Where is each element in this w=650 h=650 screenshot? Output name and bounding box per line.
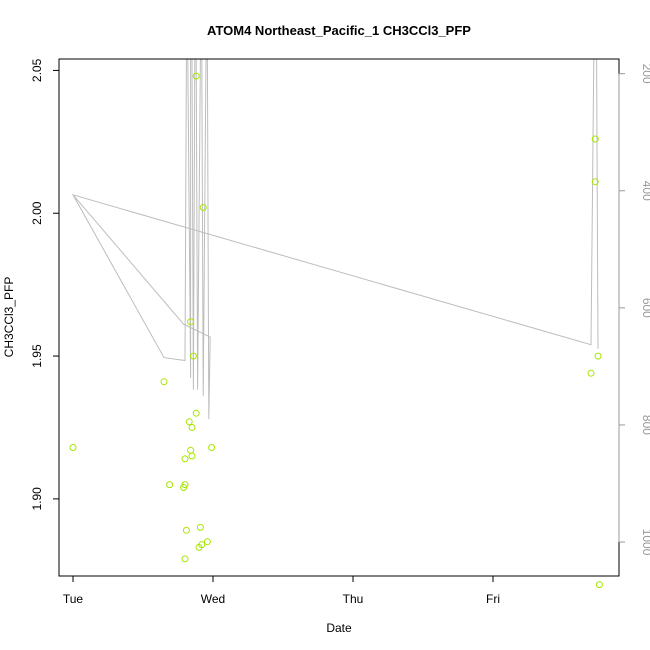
data-point: [185, 418, 193, 426]
data-point: [160, 378, 168, 386]
data-point: [187, 318, 195, 326]
x-axis-label: Date: [326, 621, 352, 635]
data-point: [188, 424, 196, 431]
data-point: [199, 204, 207, 211]
y-axis-label: CH3CCl3_PFP: [2, 277, 16, 358]
chart-title: ATOM4 Northeast_Pacific_1 CH3CCl3_PFP: [207, 23, 471, 38]
y2-tick-label: 600: [640, 298, 650, 318]
data-point: [192, 72, 200, 80]
y-tick-label: 2.05: [30, 58, 44, 82]
x-tick-label: Fri: [486, 592, 500, 606]
data-point: [196, 523, 204, 531]
data-point: [69, 444, 77, 451]
y2-tick-label: 400: [640, 181, 650, 201]
y2-tick-label: 200: [640, 64, 650, 84]
y2-tick-label: 800: [640, 415, 650, 435]
y-axis-right: 200 400 600 800 1000: [618, 64, 650, 556]
data-point: [587, 369, 595, 377]
x-axis: Tue Wed Thu Fri: [63, 575, 500, 606]
data-point: [595, 581, 603, 589]
data-point: [591, 178, 599, 186]
data-point: [166, 481, 174, 489]
y2-tick-label: 1000: [640, 529, 650, 556]
data-point: [189, 352, 197, 360]
data-point: [203, 538, 211, 546]
x-tick-label: Wed: [201, 592, 225, 606]
y-axis-left: 1.90 1.95 2.00 2.05: [30, 58, 60, 511]
data-point: [181, 555, 189, 563]
y-tick-label: 1.90: [30, 487, 44, 511]
data-point: [591, 135, 599, 143]
data-point: [198, 541, 206, 549]
data-point: [181, 455, 189, 463]
data-point: [188, 452, 196, 460]
data-point: [192, 409, 200, 417]
x-tick-label: Tue: [63, 592, 84, 606]
data-point: [181, 481, 189, 489]
point-series-layer: [69, 72, 603, 589]
y-tick-label: 1.95: [30, 344, 44, 368]
data-point: [182, 526, 190, 534]
data-point: [208, 444, 216, 451]
x-tick-label: Thu: [343, 592, 364, 606]
y-tick-label: 2.00: [30, 201, 44, 225]
data-point: [594, 352, 602, 360]
